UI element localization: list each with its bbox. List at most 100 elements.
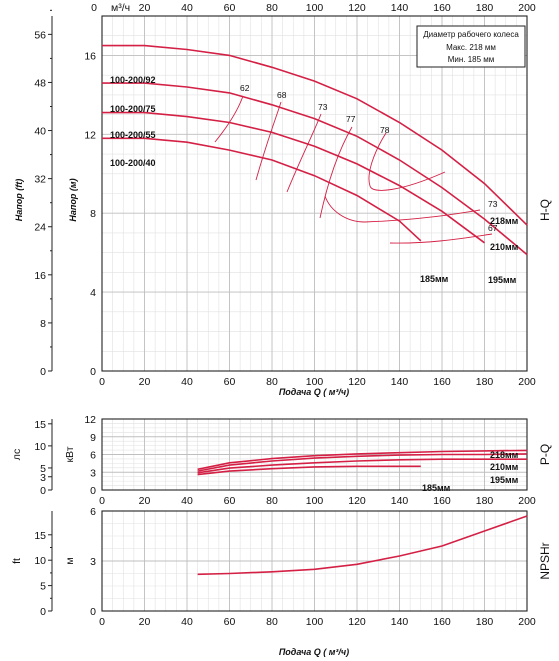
x-tick-label: 100: [306, 616, 324, 628]
y-tick-label: 12: [84, 414, 96, 426]
hp-tick-label: 10: [34, 441, 46, 453]
y-tick-label: 4: [90, 287, 96, 299]
y-tick-label: 6: [90, 450, 96, 462]
x-tick-label: 80: [266, 616, 278, 628]
ft-tick-label: 24: [34, 222, 46, 234]
top-x-unit: м³/ч: [111, 2, 130, 14]
x-tick-label: 20: [139, 495, 151, 507]
diameter-label: 195мм: [488, 275, 517, 285]
series-line-2: [102, 111, 485, 244]
top-x-tick-label: 0: [91, 2, 97, 14]
top-x-tick-label: 140: [391, 2, 409, 14]
ft-tick-label: 15: [34, 530, 46, 542]
x-tick-label: 60: [224, 616, 236, 628]
y-tick-label: 3: [90, 467, 96, 479]
efficiency-contour: [389, 233, 493, 244]
curve-model-label: 100-200/75: [110, 104, 156, 114]
top-x-tick-label: 60: [224, 2, 236, 14]
panel-pq: 0 20 40 60 80 100 120 140 160 180 2000369120510153…: [11, 414, 552, 507]
efficiency-contours: 62 68 73 77 78 73 67: [214, 83, 498, 244]
panel-side-label: NPSHr: [538, 542, 552, 579]
curve-model-label: 100-200/92: [110, 75, 156, 85]
x-tick-label: 60: [224, 495, 236, 507]
x-tick-label: 140: [391, 616, 409, 628]
x-tick-label: 140: [391, 495, 409, 507]
ft-tick-label: 56: [34, 29, 46, 41]
series-line-2: [197, 458, 527, 474]
x-tick-label: 120: [348, 616, 366, 628]
curve-model-label: 100-200/55: [110, 130, 156, 140]
x-tick-label: 80: [266, 495, 278, 507]
x-tick-label: 0: [99, 616, 105, 628]
secondary-axis-label: лс: [11, 449, 23, 460]
plot-frame: [101, 15, 528, 372]
x-tick-label: 160: [433, 616, 451, 628]
efficiency-contour: [368, 132, 446, 191]
x-tick-label: 0: [99, 495, 105, 507]
pq-curve-label: 195мм: [490, 475, 519, 485]
efficiency-label: 73: [318, 102, 328, 112]
x-tick-label: 120: [348, 495, 366, 507]
x-tick-label: 160: [433, 376, 451, 388]
plot-frame: [101, 510, 528, 612]
y-tick-label: 3: [90, 556, 96, 568]
ft-tick-label: 5: [40, 581, 46, 593]
secondary-axis-label: Напор (ft): [14, 179, 24, 222]
x-tick-label: 200: [518, 376, 536, 388]
hp-tick-label: 15: [34, 419, 46, 431]
x-tick-label: 100: [306, 376, 324, 388]
pq-curve-label: 210мм: [490, 462, 519, 472]
ft-tick-label: 0: [40, 366, 46, 378]
x-tick-label: 180: [476, 616, 494, 628]
top-x-tick-label: 100: [306, 2, 324, 14]
diameter-legend: Диаметр рабочего колеса Макс. 218 мм Мин. …: [416, 25, 526, 68]
y-tick-label: 12: [84, 129, 96, 141]
x-tick-label: 20: [139, 376, 151, 388]
efficiency-label: 62: [240, 83, 250, 93]
x-tick-label: 0: [99, 376, 105, 388]
x-tick-label: 160: [433, 495, 451, 507]
x-tick-label: 100: [306, 495, 324, 507]
x-tick-label: 20: [139, 616, 151, 628]
ft-tick-label: 32: [34, 174, 46, 186]
pq-curve-label: 185мм: [422, 483, 451, 493]
hp-tick-label: 5: [40, 463, 46, 475]
efficiency-label: 78: [380, 125, 390, 135]
top-x-tick-label: 40: [181, 2, 193, 14]
panel-hq: 0 20 40 60 80 100 120 140 160 180 2000481216081624…: [14, 9, 552, 388]
series-line-1: [102, 82, 528, 256]
x-tick-label: 180: [476, 495, 494, 507]
panel-side-label: H-Q: [538, 199, 552, 221]
secondary-axis-label: ft: [11, 558, 23, 564]
series-line-0: [197, 515, 528, 576]
ft-tick-label: 48: [34, 77, 46, 89]
y-tick-label: 9: [90, 432, 96, 444]
ft-tick-label: 10: [34, 555, 46, 567]
top-x-tick-label: 120: [348, 2, 366, 14]
curve-model-label: 100-200/40: [110, 158, 156, 168]
series-line-3: [102, 137, 422, 242]
diameter-label: 218мм: [490, 216, 519, 226]
y-axis-label: м: [64, 557, 76, 564]
legend-box: [416, 25, 526, 68]
y-tick-label: 6: [90, 506, 96, 518]
y-tick-label: 0: [90, 606, 96, 618]
hp-tick-label: 0: [40, 485, 46, 497]
legend-min: Мин. 185 мм: [448, 55, 495, 64]
y-axis-label: Напор (м): [68, 178, 78, 221]
x-tick-label: 40: [181, 495, 193, 507]
x-tick-label: 200: [518, 495, 536, 507]
efficiency-label: 73: [488, 199, 498, 209]
legend-max: Макс. 218 мм: [446, 43, 496, 52]
top-x-tick-label: 80: [266, 2, 278, 14]
pq-curve-label: 218мм: [490, 450, 519, 460]
diameter-label: 210мм: [490, 242, 519, 252]
x-axis-title: Подача Q ( м³/ч): [279, 387, 349, 397]
x-tick-label: 200: [518, 616, 536, 628]
x-tick-label: 180: [476, 376, 494, 388]
efficiency-contour: [255, 101, 282, 181]
x-tick-label: 80: [266, 376, 278, 388]
efficiency-contour: [319, 126, 353, 219]
